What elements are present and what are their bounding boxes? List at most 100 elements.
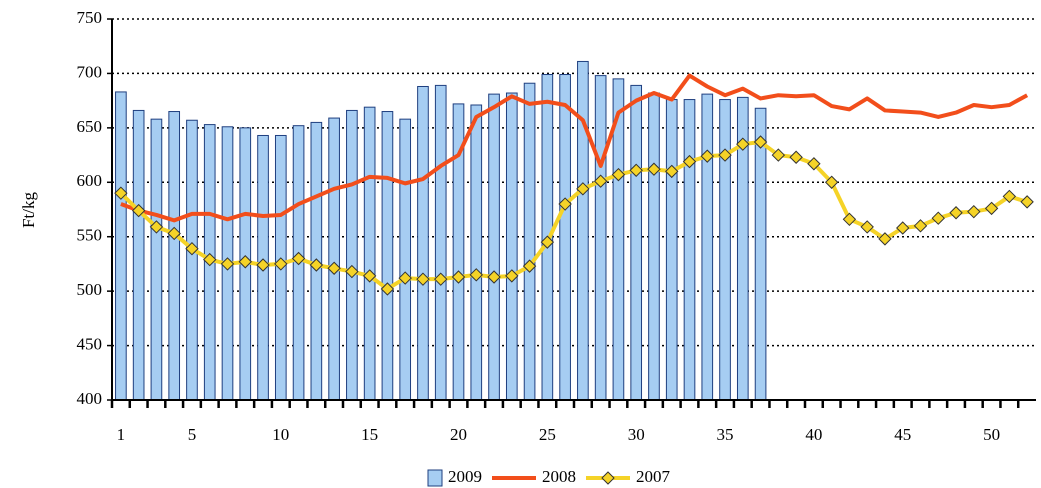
marker [451,270,466,284]
marker [718,148,732,162]
bar [363,106,376,401]
legend-swatch [427,469,443,487]
marker [949,206,963,220]
x-tick-label: 50 [983,425,1000,444]
marker [291,251,306,266]
bar [648,92,660,401]
x-tick-label: 20 [450,425,467,444]
y-axis-label: Ft/kg [19,192,38,228]
bar [346,109,358,401]
y-tick-label: 400 [77,389,103,408]
x-tick-label: 45 [894,425,911,444]
marker [611,167,626,182]
x-tick-label: 15 [361,425,378,444]
marker [220,257,235,271]
marker [558,197,572,211]
x-tick-label: 5 [188,425,197,444]
bar [417,85,429,401]
bar [168,111,181,401]
marker [1002,189,1017,204]
marker [131,203,146,218]
marker [167,226,181,241]
marker [185,241,199,256]
bar [470,104,483,401]
marker [913,219,928,233]
bar [683,99,696,401]
x-tick-label: 35 [717,425,734,444]
bar [186,119,198,401]
marker [522,259,537,273]
marker [469,268,483,282]
y-tick-label: 600 [77,171,103,190]
x-tick-label: 25 [539,425,556,444]
legend-label: 2007 [636,467,671,486]
bar [754,107,767,401]
bar [150,118,163,401]
bar [434,84,447,401]
bar [665,99,678,401]
y-tick-label: 750 [77,8,103,27]
bar [115,91,127,401]
marker [967,204,981,219]
marker [665,164,679,179]
marker [629,163,643,178]
marker [327,261,341,275]
marker [789,150,803,164]
marker [505,269,519,283]
y-tick-label: 450 [77,334,103,353]
bar [328,117,340,401]
marker [345,264,359,279]
bar [630,84,643,401]
marker [256,258,270,272]
marker [416,272,430,286]
marker [771,148,786,162]
marker [434,272,448,286]
marker [274,257,288,271]
bar [399,118,412,401]
marker [647,162,661,176]
bar [701,93,714,401]
marker [1020,195,1034,209]
legend-marker [601,471,615,485]
marker [860,220,874,234]
marker [380,282,395,296]
marker [593,174,608,188]
marker [149,220,164,234]
marker [753,135,768,149]
marker [824,175,839,189]
bar [488,93,500,401]
x-tick-label: 30 [628,425,645,444]
marker [576,182,590,196]
bar [381,111,394,401]
legend-label: 2008 [542,467,576,486]
bar [523,82,536,401]
bar [719,99,731,401]
x-tick-label: 10 [272,425,289,444]
marker [896,221,910,235]
marker [700,149,714,163]
marker [487,270,501,284]
y-tick-label: 500 [77,280,103,299]
bar [594,75,607,401]
y-tick-label: 700 [77,62,103,81]
marker [931,211,945,225]
bar [577,60,589,401]
x-tick-label: 1 [117,425,126,444]
marker [309,258,324,272]
legend-label: 2009 [448,467,482,486]
marker [362,269,377,283]
line [120,73,1029,223]
bar [132,109,145,401]
bar [559,74,571,401]
x-tick-label: 40 [805,425,822,444]
marker [398,271,412,285]
marker [984,201,999,216]
marker [114,186,128,200]
marker [842,212,857,227]
marker [807,157,821,171]
marker [878,232,892,246]
marker [203,252,217,267]
marker [540,235,555,249]
line [119,140,1028,291]
